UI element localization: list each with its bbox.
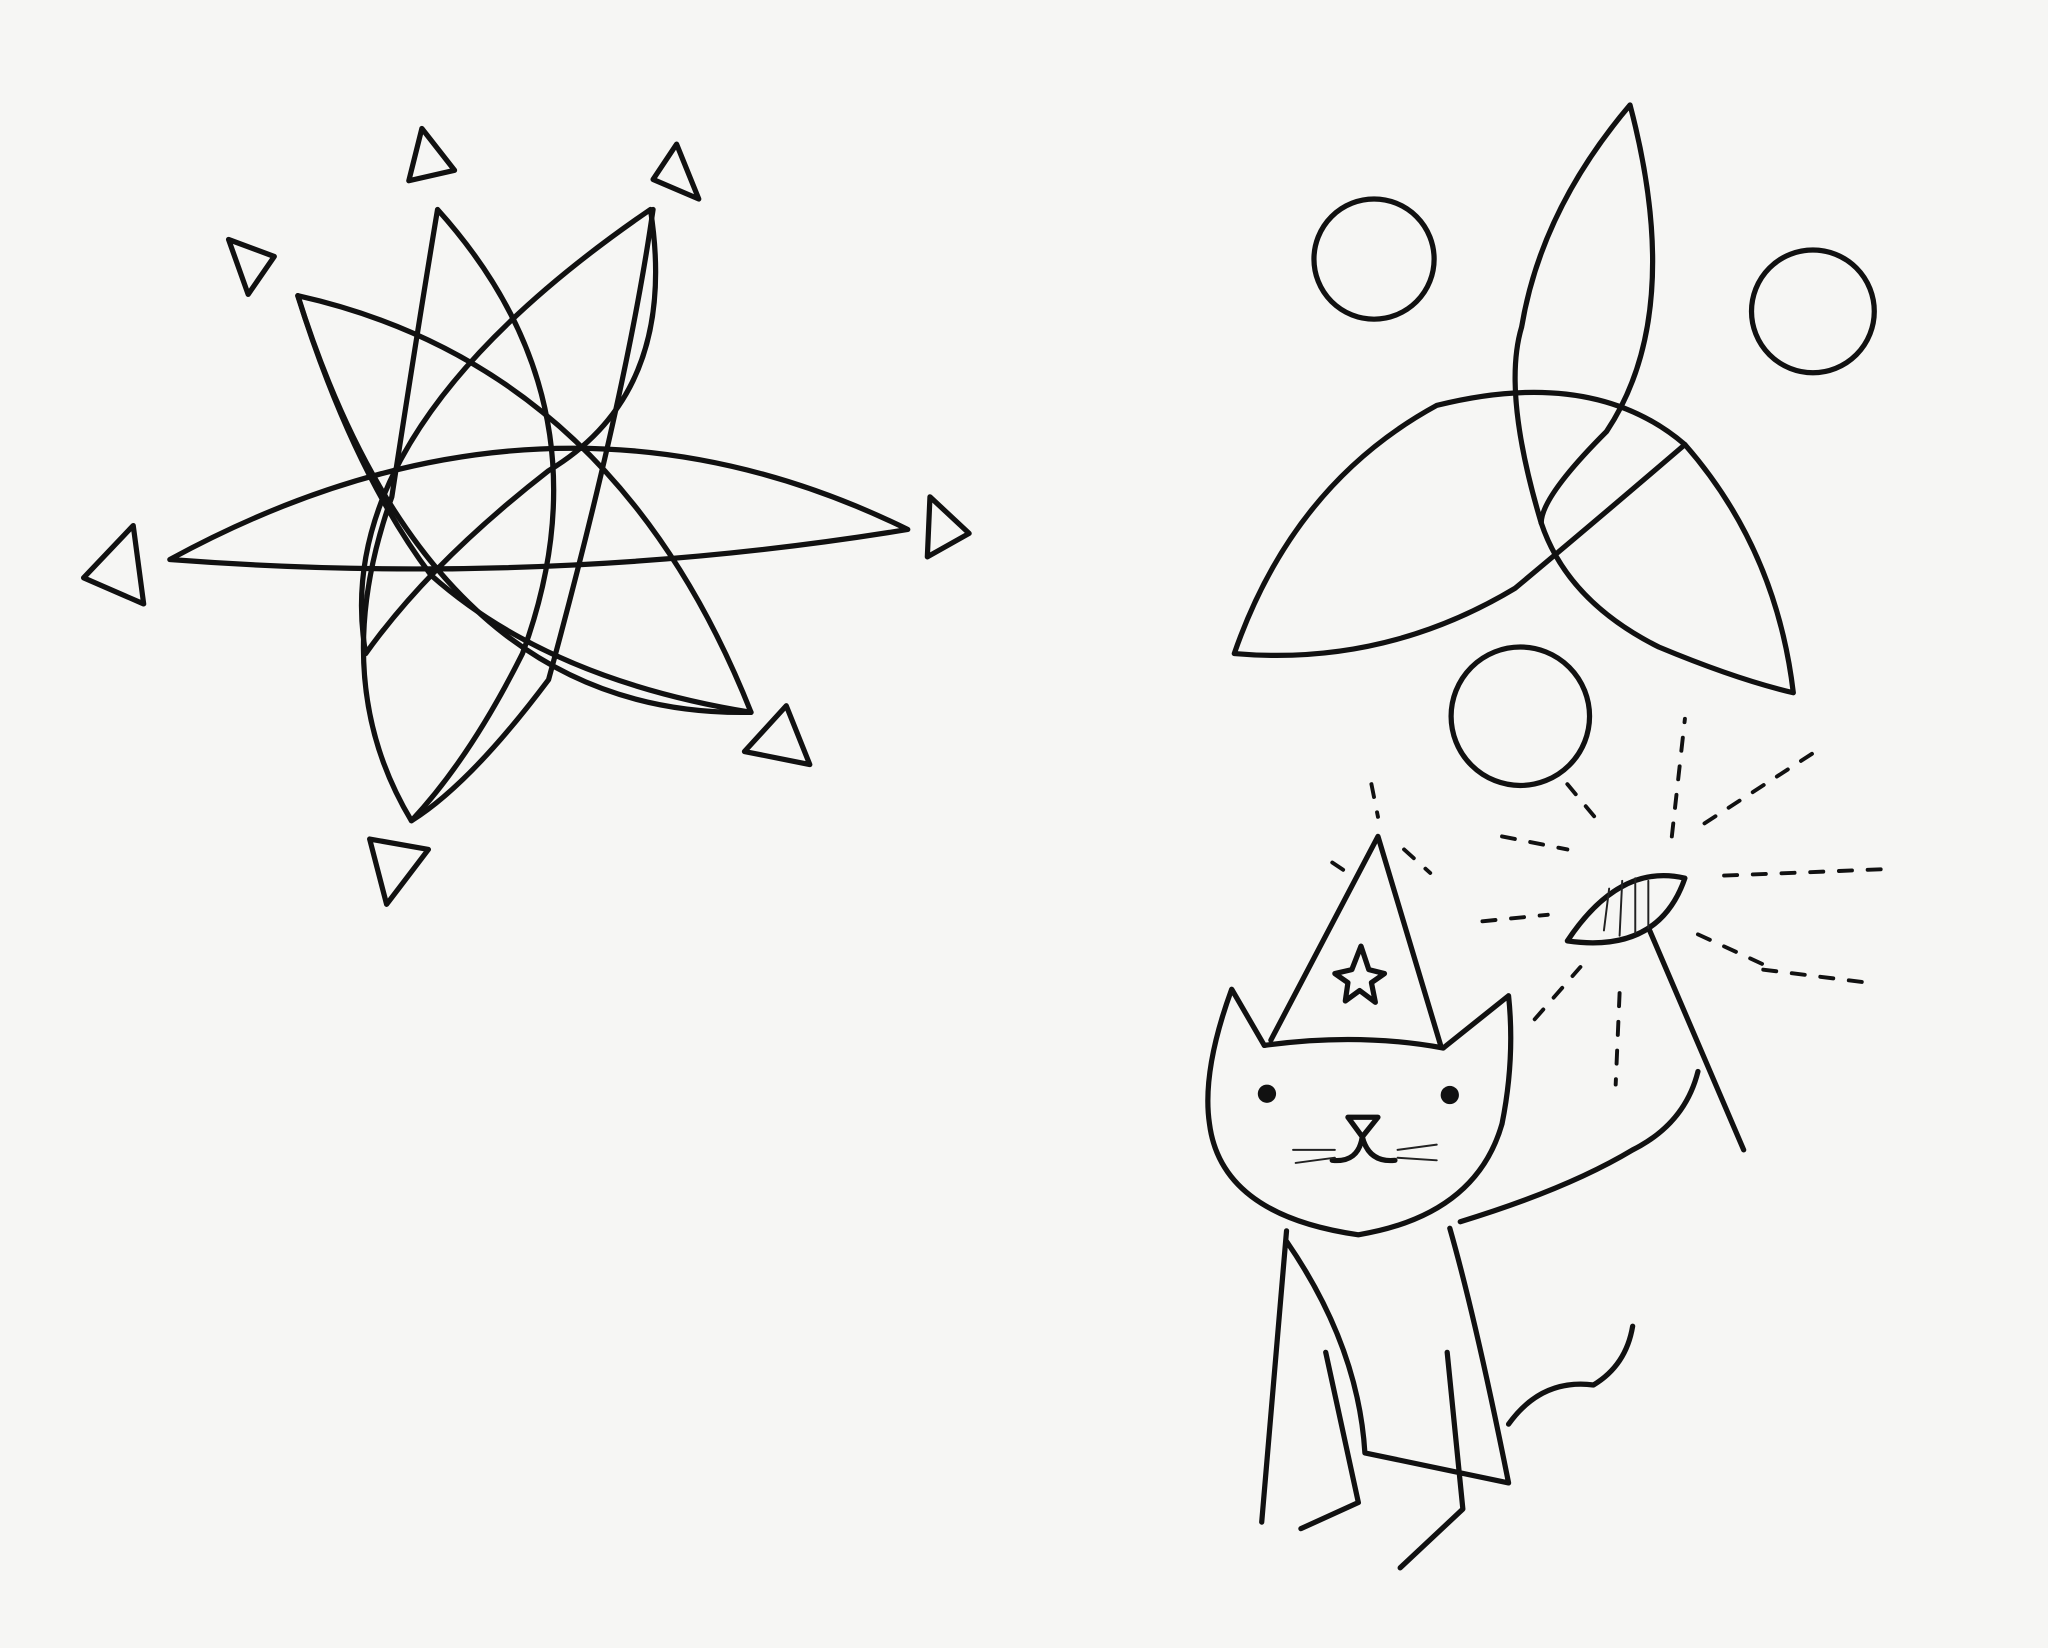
hat [1268,833,1444,1048]
triangle [650,141,702,202]
sparkle [1330,716,1890,1087]
petal [358,206,659,657]
triangle [225,236,277,297]
body [1259,1225,1512,1571]
wand-eye-shade [1602,877,1650,937]
triangle [367,836,432,907]
triangle [80,522,147,607]
eye [1440,1085,1459,1105]
circle [1311,196,1437,322]
wand [1647,927,1747,1153]
circle [1748,247,1877,376]
petal [1538,441,1796,696]
petal [167,445,911,572]
triangle [741,703,813,768]
petal [1231,389,1688,658]
arm [1457,1068,1701,1225]
nose [1345,1114,1381,1140]
circle [1448,644,1593,789]
triangle [406,125,458,184]
cat [1205,716,1890,1571]
hat-brim [1261,1036,1446,1051]
hat-star [1332,943,1388,1005]
wand-eye [1564,872,1688,946]
head [1205,986,1514,1238]
tail [1505,1323,1636,1427]
petal [295,293,754,715]
trefoil [1231,102,1877,789]
triangles [80,125,972,907]
mouth [1329,1134,1398,1164]
petal [408,206,656,824]
eye [1257,1084,1277,1103]
triangle [924,494,972,560]
whiskers [1292,1143,1438,1164]
rosette [167,206,911,824]
